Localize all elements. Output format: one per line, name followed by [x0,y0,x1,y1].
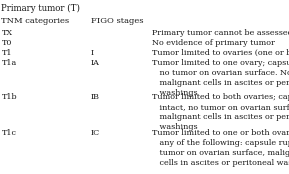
Text: TX: TX [1,29,12,37]
Text: Tumor limited to both ovaries; capsules
   intact, no tumor on ovarian surface. : Tumor limited to both ovaries; capsules … [152,93,289,131]
Text: IA: IA [91,59,100,67]
Text: IC: IC [91,129,100,137]
Text: TNM categories: TNM categories [1,17,70,25]
Text: Tumor limited to ovaries (one or both): Tumor limited to ovaries (one or both) [152,49,289,57]
Text: Primary tumor (T): Primary tumor (T) [1,4,80,13]
Text: FIGO stages: FIGO stages [91,17,144,25]
Text: Tumor limited to one ovary; capsule intact,
   no tumor on ovarian surface. No
 : Tumor limited to one ovary; capsule inta… [152,59,289,97]
Text: IB: IB [91,93,100,101]
Text: T1: T1 [1,49,12,57]
Text: T1c: T1c [1,129,16,137]
Text: T1b: T1b [1,93,17,101]
Text: T0: T0 [1,39,12,47]
Text: I: I [91,49,94,57]
Text: No evidence of primary tumor: No evidence of primary tumor [152,39,275,47]
Text: Tumor limited to one or both ovaries with
   any of the following: capsule ruptu: Tumor limited to one or both ovaries wit… [152,129,289,167]
Text: T1a: T1a [1,59,17,67]
Text: Primary tumor cannot be assessed: Primary tumor cannot be assessed [152,29,289,37]
